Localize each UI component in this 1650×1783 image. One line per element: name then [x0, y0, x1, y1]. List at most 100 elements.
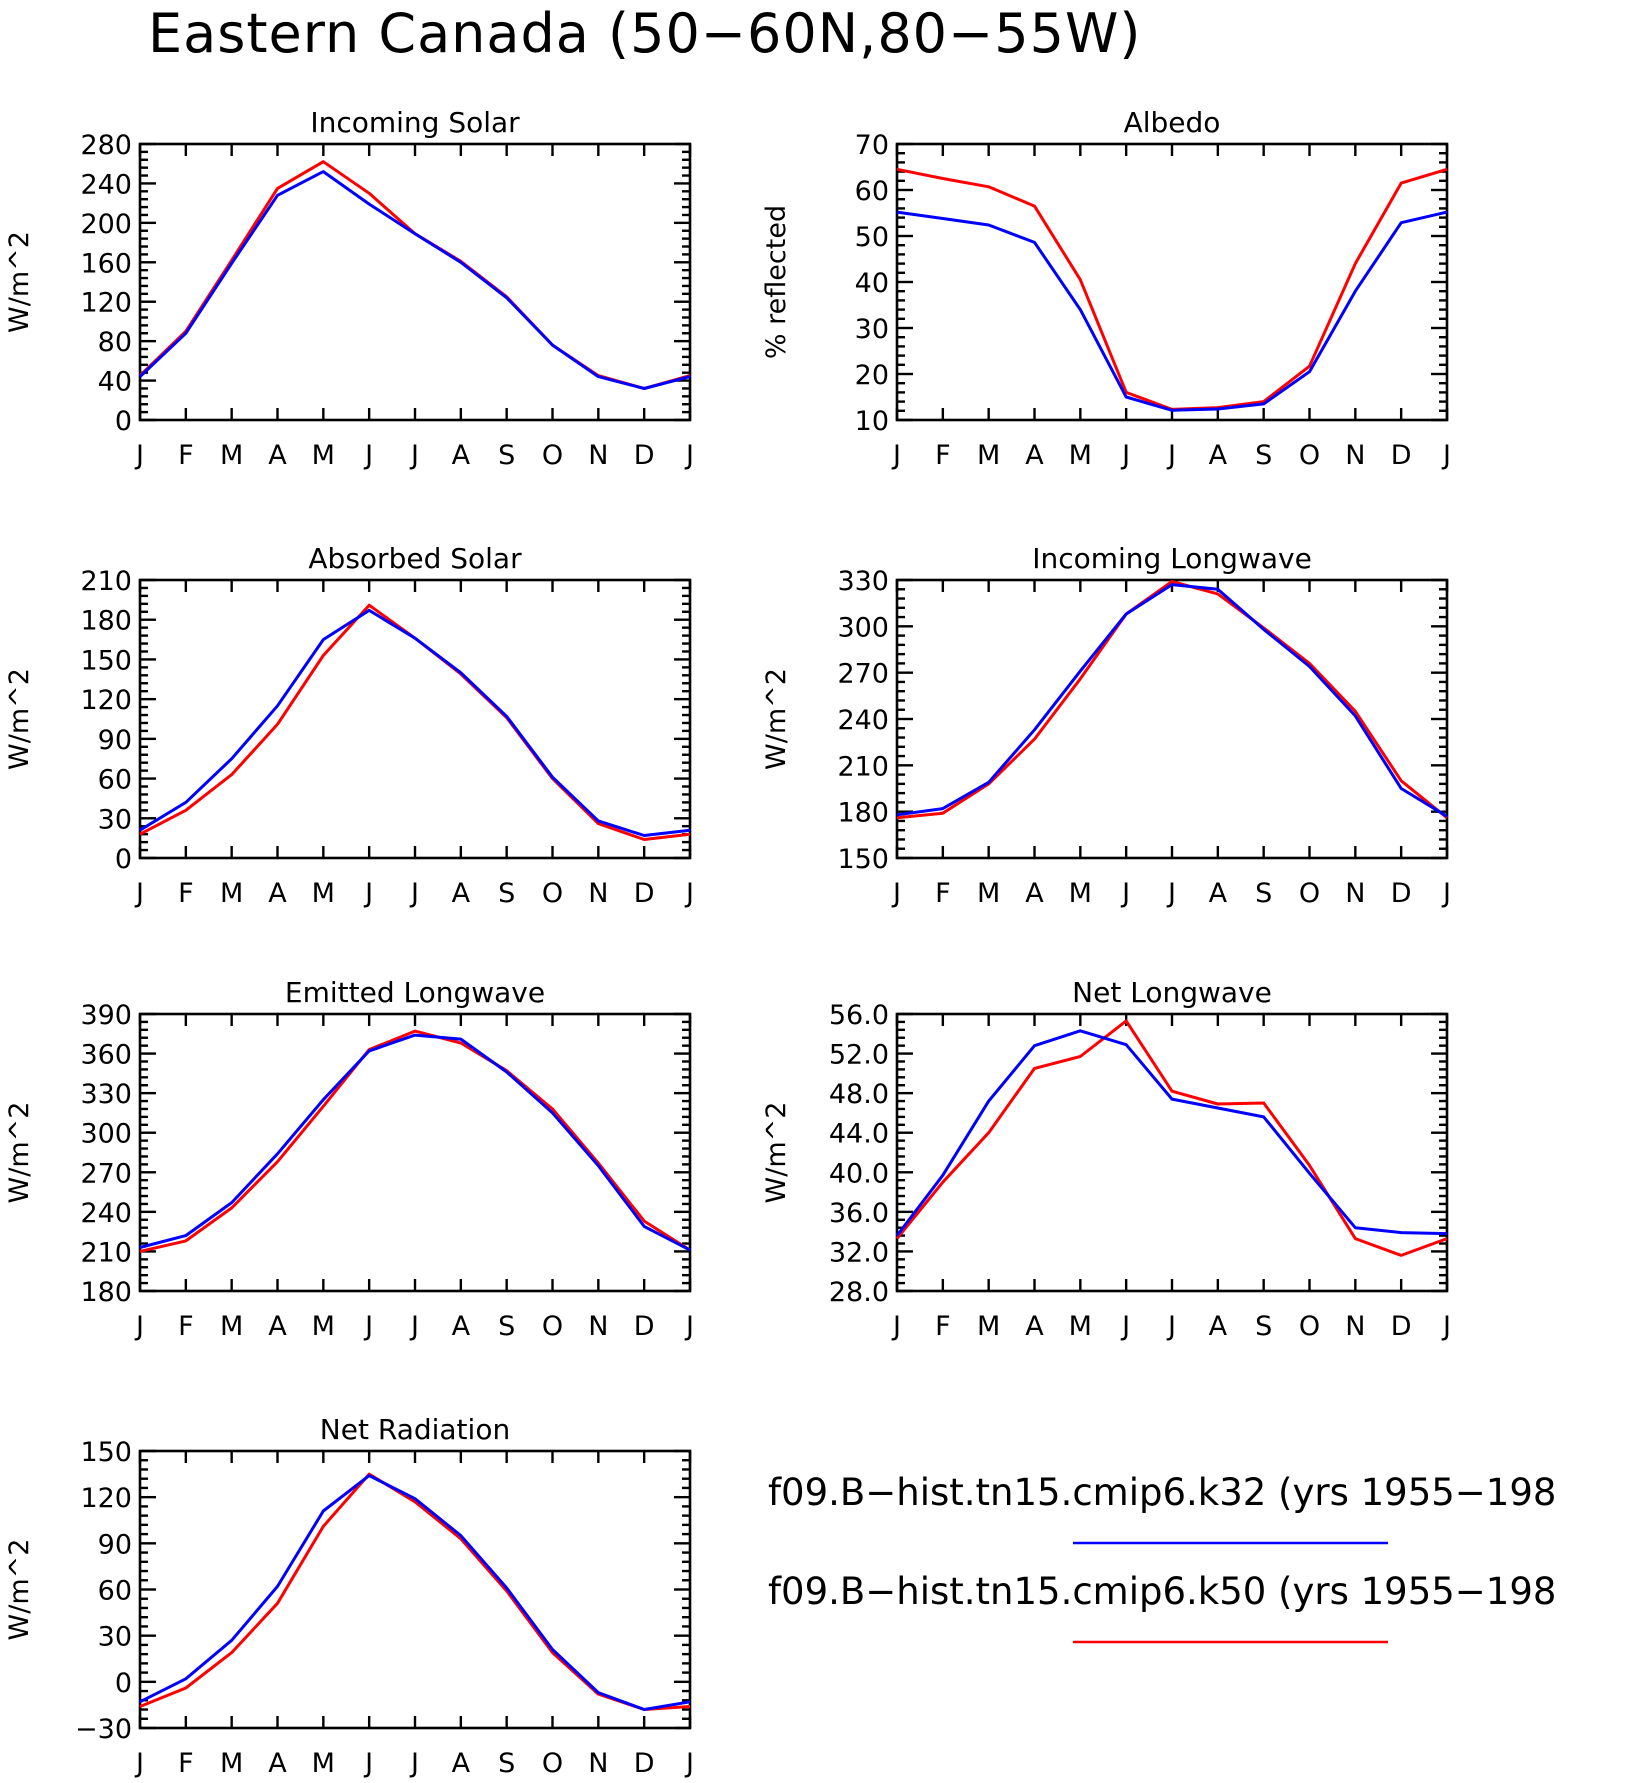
y-tick-label: 28.0 — [829, 1277, 889, 1308]
x-tick-label: S — [1255, 1311, 1272, 1342]
x-tick-label: M — [220, 1748, 243, 1779]
x-tick-label: S — [1255, 440, 1272, 471]
series-line-1 — [139, 1033, 691, 1252]
panel-title: Incoming Solar — [310, 106, 520, 139]
y-tick-label: 120 — [80, 685, 132, 716]
x-tick-label: S — [498, 440, 515, 471]
y-axis-label: W/m^2 — [761, 1102, 792, 1204]
legend-label-k50: f09.B−hist.tn15.cmip6.k50 (yrs 1955−198 — [768, 1570, 1556, 1613]
x-tick-label: F — [178, 1311, 194, 1342]
x-tick-label: O — [542, 1311, 563, 1342]
x-tick-label: J — [134, 878, 144, 909]
y-tick-label: 210 — [80, 1237, 132, 1268]
y-tick-label: 120 — [80, 1483, 132, 1514]
y-tick-label: 210 — [80, 566, 132, 597]
y-tick-label: 60 — [855, 176, 889, 207]
y-tick-label: 120 — [80, 288, 132, 319]
y-tick-label: 56.0 — [829, 1000, 889, 1031]
y-tick-label: 0 — [115, 406, 132, 437]
x-tick-label: A — [452, 1748, 471, 1779]
x-tick-label: J — [1120, 1311, 1130, 1342]
x-tick-label: J — [134, 1311, 144, 1342]
x-tick-label: J — [1441, 440, 1451, 471]
plot-frame — [895, 578, 1449, 860]
x-tick-label: J — [891, 440, 901, 471]
x-tick-label: J — [1166, 878, 1176, 909]
y-tick-label: 360 — [80, 1040, 132, 1071]
x-tick-label: J — [409, 1748, 419, 1779]
y-tick-label: 10 — [855, 406, 889, 437]
plot-frame — [138, 578, 692, 860]
x-tick-label: M — [1069, 1311, 1092, 1342]
x-tick-label: O — [542, 878, 563, 909]
x-tick-label: J — [363, 440, 373, 471]
x-tick-label: F — [935, 878, 951, 909]
x-tick-label: O — [1299, 440, 1320, 471]
y-tick-label: 32.0 — [829, 1237, 889, 1268]
y-tick-label: 240 — [80, 169, 132, 200]
y-tick-label: 180 — [837, 798, 889, 829]
x-tick-label: S — [498, 878, 515, 909]
x-tick-label: D — [634, 1311, 655, 1342]
x-tick-label: O — [1299, 1311, 1320, 1342]
series-line-0 — [139, 1029, 691, 1253]
y-tick-label: 0 — [115, 844, 132, 875]
x-tick-label: N — [588, 878, 608, 909]
x-tick-label: J — [1120, 878, 1130, 909]
plot-frame — [895, 1012, 1449, 1293]
x-tick-label: N — [588, 440, 608, 471]
y-tick-label: 300 — [837, 612, 889, 643]
y-tick-label: 150 — [80, 1437, 132, 1468]
x-tick-label: M — [1069, 878, 1092, 909]
y-axis-label: W/m^2 — [4, 668, 35, 770]
y-tick-label: 240 — [837, 705, 889, 736]
y-axis-label: W/m^2 — [4, 1102, 35, 1204]
x-tick-label: A — [1025, 878, 1044, 909]
x-tick-label: O — [542, 440, 563, 471]
x-tick-label: M — [977, 1311, 1000, 1342]
x-tick-label: M — [312, 1311, 335, 1342]
x-tick-label: F — [178, 1748, 194, 1779]
x-tick-label: M — [312, 878, 335, 909]
y-tick-label: 48.0 — [829, 1079, 889, 1110]
x-tick-label: M — [220, 440, 243, 471]
series-line-1 — [139, 608, 691, 837]
x-tick-label: J — [1166, 440, 1176, 471]
chart-panel-5: 28.032.036.040.044.048.052.056.0J F M A M J J A… — [761, 976, 1451, 1342]
legend-label-k32: f09.B−hist.tn15.cmip6.k32 (yrs 1955−198 — [768, 1471, 1556, 1514]
x-tick-label: S — [498, 1748, 515, 1779]
y-tick-label: 330 — [80, 1079, 132, 1110]
x-tick-label: J — [1166, 1311, 1176, 1342]
x-tick-label: J — [363, 878, 373, 909]
x-tick-label: A — [452, 1311, 471, 1342]
x-tick-label: M — [312, 1748, 335, 1779]
y-tick-label: 150 — [80, 645, 132, 676]
y-tick-label: −30 — [75, 1714, 132, 1745]
y-axis-label: % reflected — [761, 205, 792, 359]
x-tick-label: J — [684, 1311, 694, 1342]
x-tick-label: D — [634, 878, 655, 909]
y-tick-label: 180 — [80, 1277, 132, 1308]
x-tick-label: N — [1345, 440, 1365, 471]
x-tick-label: F — [935, 440, 951, 471]
x-tick-label: A — [268, 1748, 287, 1779]
y-tick-label: 36.0 — [829, 1198, 889, 1229]
x-tick-label: S — [498, 1311, 515, 1342]
x-tick-label: J — [363, 1748, 373, 1779]
y-tick-label: 52.0 — [829, 1040, 889, 1071]
y-tick-label: 200 — [80, 209, 132, 240]
y-tick-label: 30 — [855, 314, 889, 345]
y-tick-label: 44.0 — [829, 1119, 889, 1150]
x-tick-label: A — [268, 1311, 287, 1342]
x-tick-label: O — [1299, 878, 1320, 909]
x-tick-label: J — [891, 878, 901, 909]
x-tick-label: J — [409, 1311, 419, 1342]
y-axis-label: W/m^2 — [761, 668, 792, 770]
y-tick-label: 300 — [80, 1119, 132, 1150]
y-tick-label: 90 — [98, 725, 132, 756]
